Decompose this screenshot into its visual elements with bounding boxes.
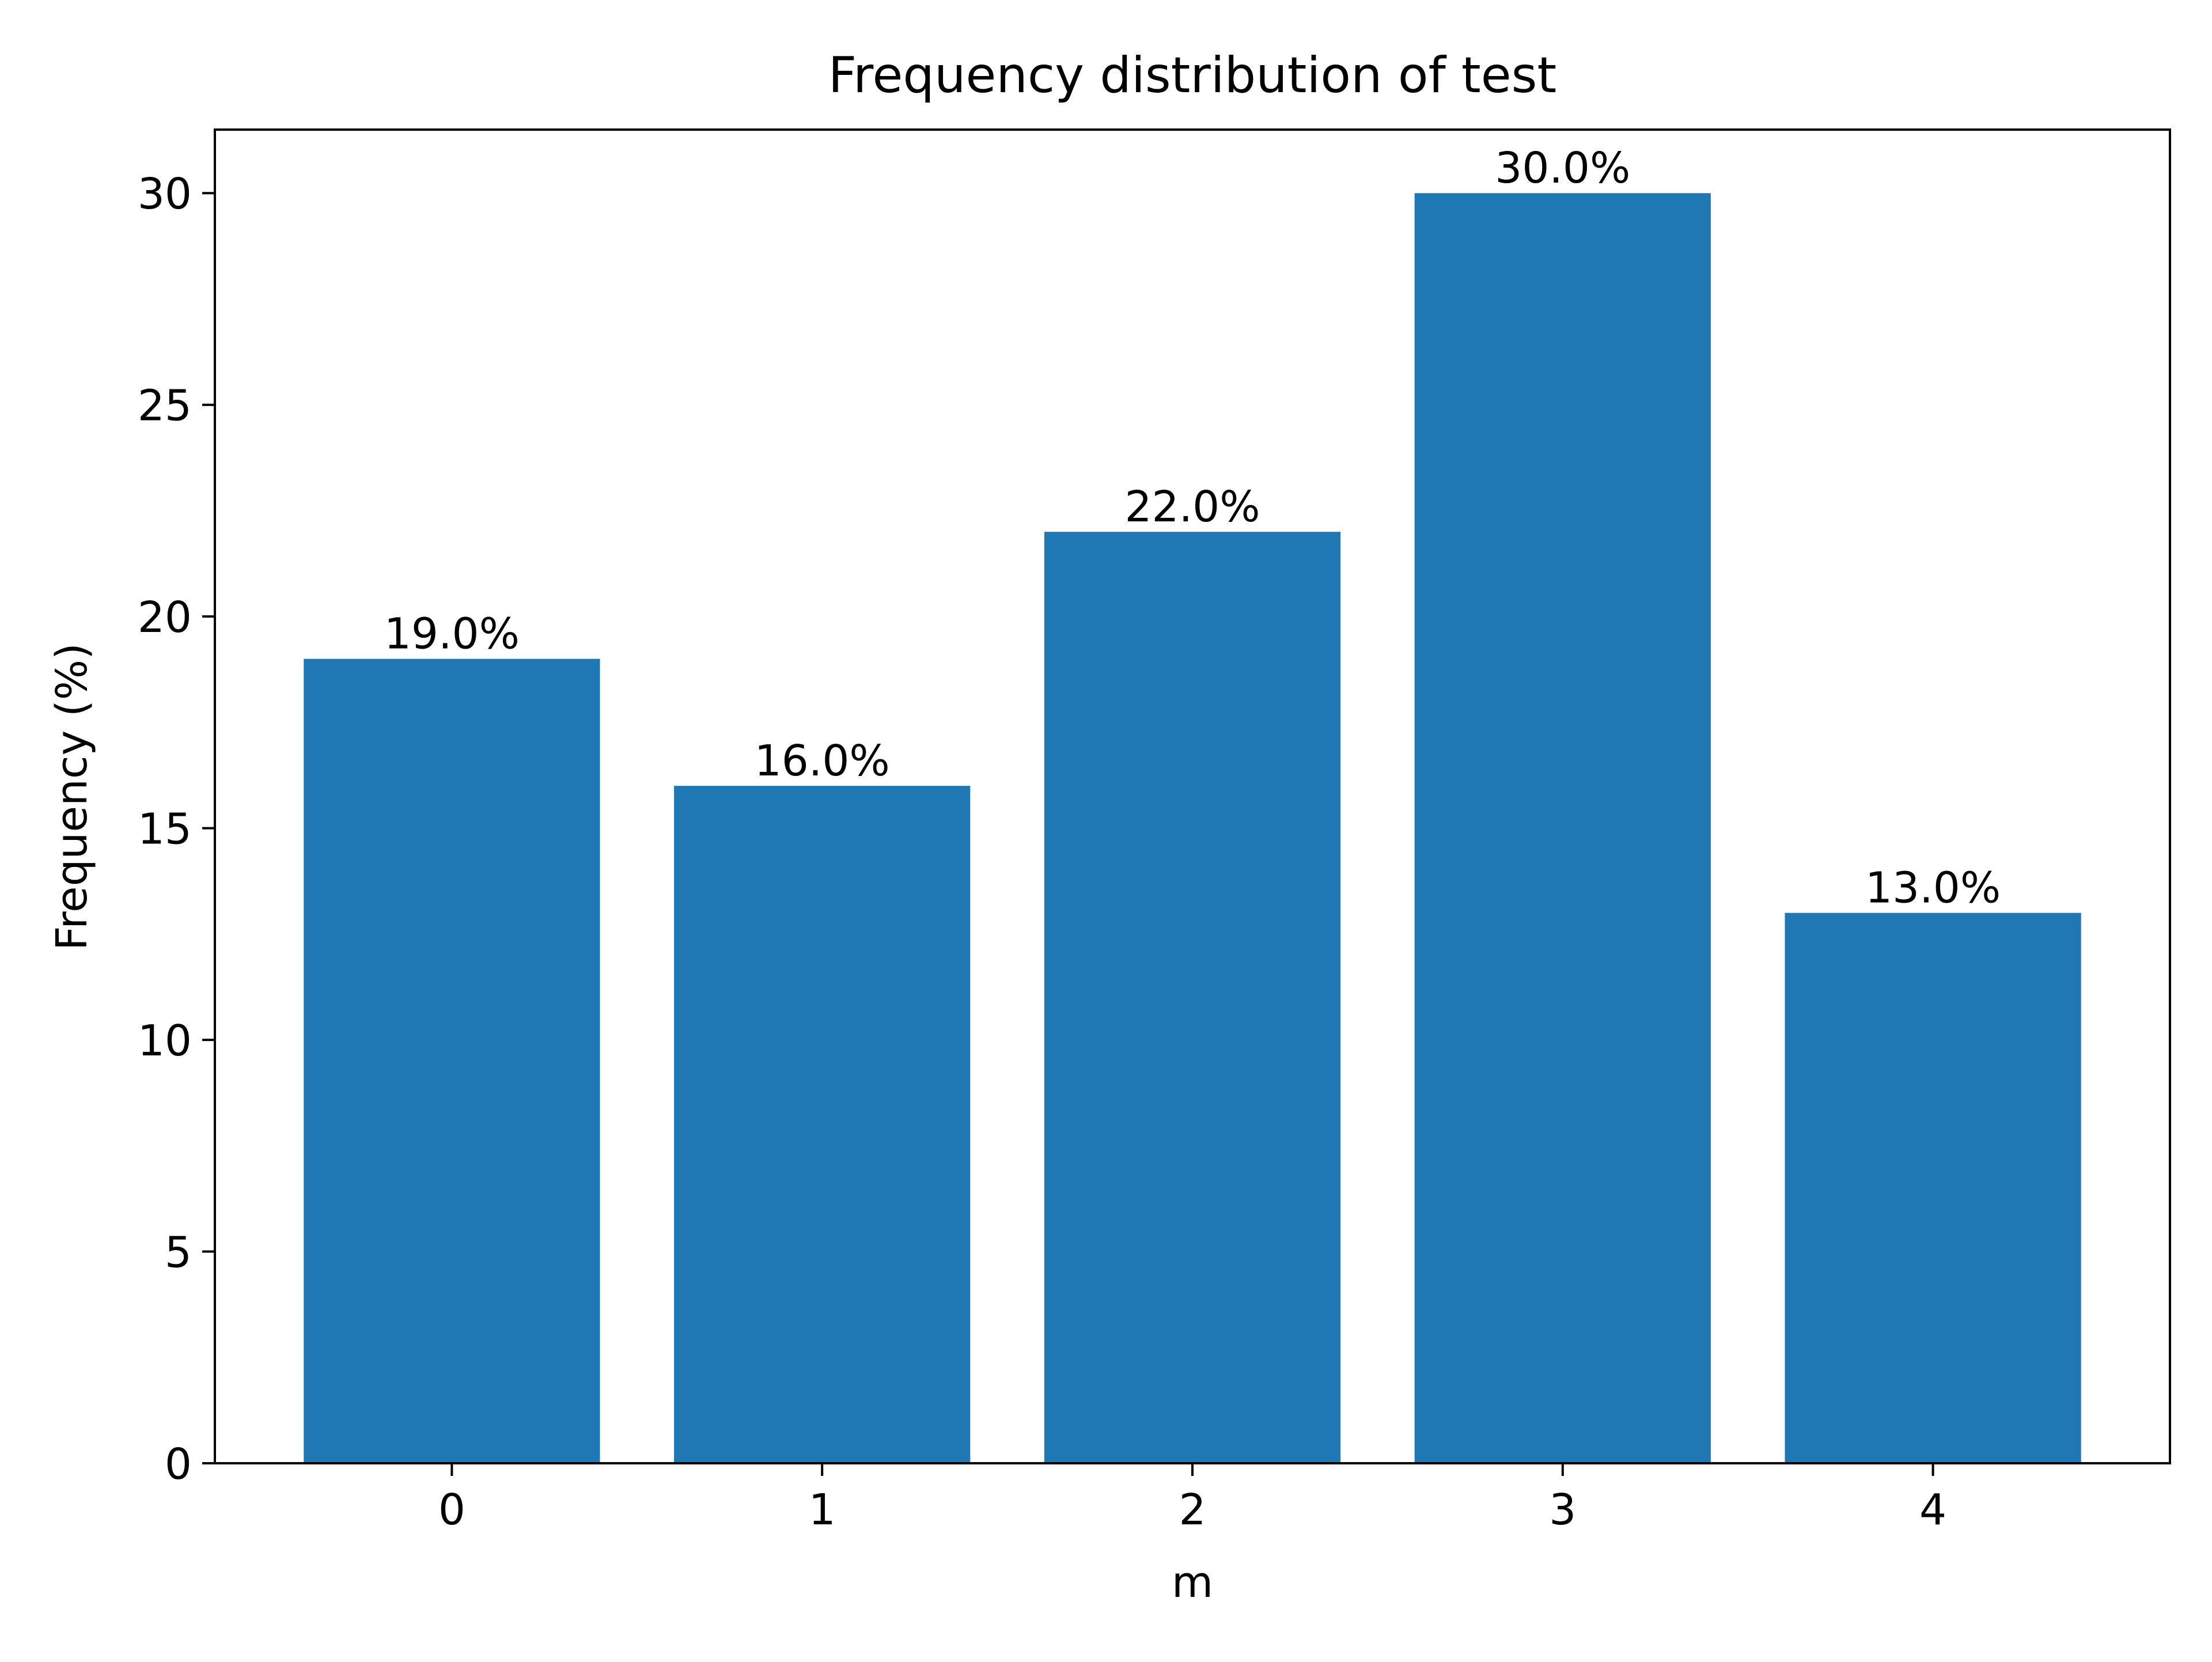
- y-tick-label-10: 10: [138, 1016, 192, 1066]
- y-tick-label-15: 15: [138, 805, 192, 854]
- chart-title: Frequency distribution of test: [828, 47, 1556, 104]
- x-tick-label-0: 0: [438, 1485, 465, 1535]
- y-tick-label-0: 0: [165, 1440, 192, 1489]
- data-label-1: 16.0%: [755, 736, 890, 786]
- x-axis-label: m: [1172, 1558, 1213, 1607]
- bars-layer: [304, 193, 2081, 1464]
- y-tick-label-25: 25: [138, 381, 192, 431]
- bar-1: [674, 786, 971, 1463]
- x-tick-label-1: 1: [809, 1485, 836, 1535]
- data-label-3: 30.0%: [1495, 143, 1630, 193]
- bar-0: [304, 658, 600, 1463]
- bar-2: [1044, 532, 1341, 1464]
- bar-4: [1785, 913, 2081, 1463]
- bar-3: [1414, 193, 1711, 1464]
- plot-area-frame: [214, 128, 2171, 1464]
- x-tick-label-3: 3: [1549, 1485, 1576, 1535]
- y-tick-label-30: 30: [138, 169, 192, 219]
- y-tick-label-5: 5: [165, 1228, 192, 1278]
- y-tick-label-20: 20: [138, 593, 192, 642]
- x-axis: 0 1 2 3 4: [438, 1463, 1946, 1535]
- y-axis-label: Frequency (%): [47, 643, 97, 951]
- data-label-4: 13.0%: [1865, 864, 2001, 913]
- x-tick-label-2: 2: [1179, 1485, 1206, 1535]
- data-label-0: 19.0%: [384, 609, 520, 659]
- x-tick-label-4: 4: [1919, 1485, 1946, 1535]
- data-labels-layer: 19.0% 16.0% 22.0% 30.0% 13.0%: [384, 143, 2001, 913]
- y-axis: 0 5 10 15 20 25 30: [138, 169, 215, 1489]
- data-label-2: 22.0%: [1124, 482, 1260, 532]
